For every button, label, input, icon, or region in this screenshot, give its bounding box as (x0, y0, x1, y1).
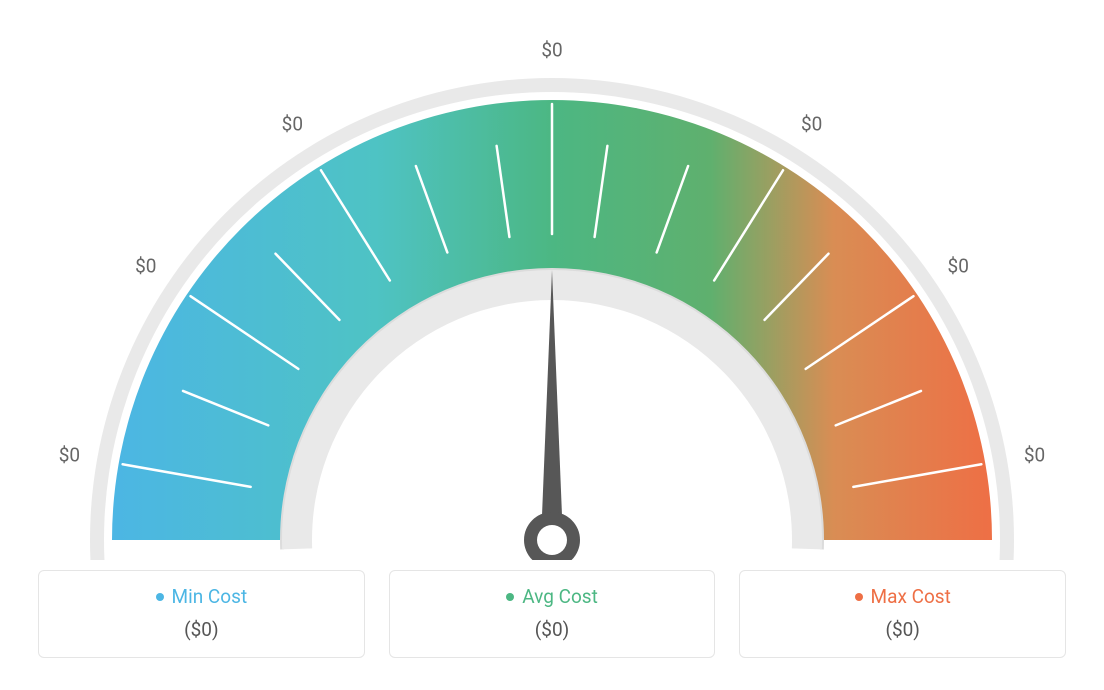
legend-dot-avg (506, 593, 514, 601)
legend-dot-max (855, 593, 863, 601)
legend-label-min: Min Cost (172, 585, 248, 608)
legend-card-avg: Avg Cost ($0) (389, 570, 716, 658)
scale-label: $0 (801, 113, 822, 136)
legend-label-max: Max Cost (871, 585, 951, 608)
legend-card-max: Max Cost ($0) (739, 570, 1066, 658)
legend-value-max: ($0) (750, 618, 1055, 641)
legend-value-avg: ($0) (400, 618, 705, 641)
legend-label-avg: Avg Cost (522, 585, 598, 608)
scale-label: $0 (948, 254, 969, 277)
legend-value-min: ($0) (49, 618, 354, 641)
legend-title-max: Max Cost (855, 585, 951, 608)
scale-label: $0 (541, 39, 562, 62)
legend-title-avg: Avg Cost (506, 585, 598, 608)
scale-label: $0 (1024, 443, 1045, 466)
scale-label: $0 (59, 443, 80, 466)
cost-gauge-panel: $0 $0 $0 $0 $0 $0 $0 Min Cost ($0) Avg Cost ($… (0, 0, 1104, 690)
legend-card-min: Min Cost ($0) (38, 570, 365, 658)
scale-label: $0 (135, 254, 156, 277)
scale-label: $0 (282, 113, 303, 136)
legend-title-min: Min Cost (156, 585, 248, 608)
legend-dot-min (156, 593, 164, 601)
legend-row: Min Cost ($0) Avg Cost ($0) Max Cost ($0… (0, 560, 1104, 658)
gauge-chart: $0 $0 $0 $0 $0 $0 $0 (0, 0, 1104, 560)
